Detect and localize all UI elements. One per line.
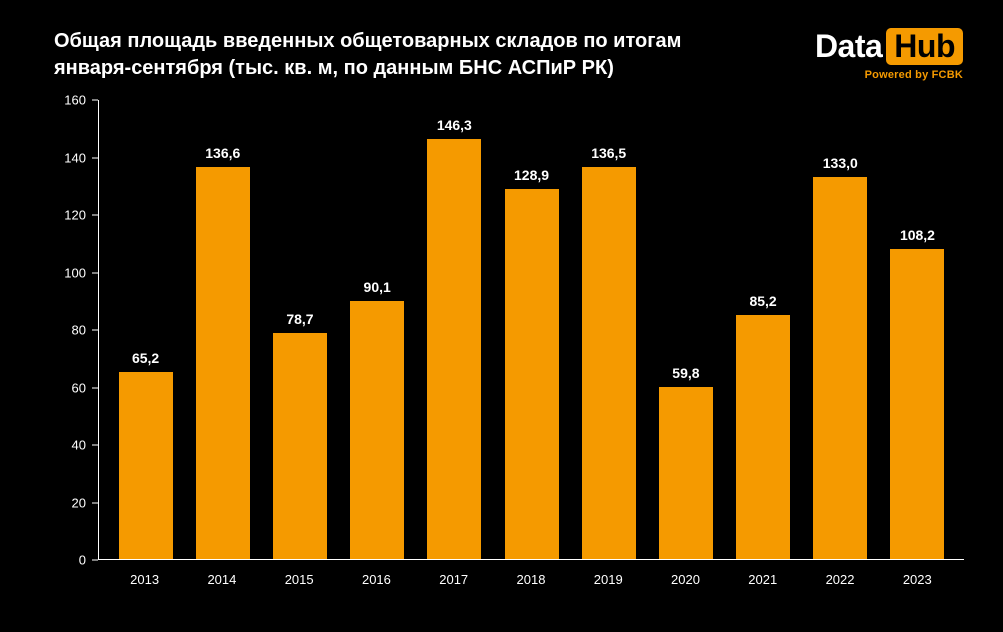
bar-slot: 65,2 — [107, 100, 184, 559]
bar-slot: 78,7 — [261, 100, 338, 559]
bar-value-label: 128,9 — [514, 167, 549, 183]
y-tick-label: 20 — [54, 495, 86, 510]
bars-container: 65,2 136,6 78,7 90,1 146,3 128,9 136,5 59,8 85,2… — [99, 100, 964, 559]
bar — [196, 167, 250, 559]
y-tick-label: 120 — [54, 208, 86, 223]
logo-right: Hub — [886, 28, 963, 65]
x-tick-label: 2016 — [338, 564, 415, 590]
bar-value-label: 65,2 — [132, 350, 159, 366]
bar — [659, 387, 713, 559]
bar-slot: 133,0 — [802, 100, 879, 559]
x-tick-label: 2018 — [492, 564, 569, 590]
title-line-2: января-сентября (тыс. кв. м, по данным Б… — [54, 57, 614, 79]
title-line-1: Общая площадь введенных общетоварных скл… — [54, 30, 681, 52]
bar — [813, 177, 867, 559]
bar-slot: 146,3 — [416, 100, 493, 559]
bar-chart: 020406080100120140160 65,2136,678,790,11… — [54, 100, 964, 590]
bar — [350, 301, 404, 559]
bar-value-label: 78,7 — [286, 311, 313, 327]
bar-value-label: 146,3 — [437, 117, 472, 133]
x-tick-label: 2022 — [801, 564, 878, 590]
datahub-logo: Data Hub — [815, 28, 963, 65]
bar — [427, 139, 481, 559]
x-axis: 2013201420152016201720182019202020212022… — [98, 564, 964, 590]
bar-value-label: 108,2 — [900, 227, 935, 243]
y-tick-label: 60 — [54, 380, 86, 395]
bar-value-label: 59,8 — [672, 365, 699, 381]
x-tick-label: 2019 — [570, 564, 647, 590]
bar — [119, 372, 173, 559]
x-tick-label: 2014 — [183, 564, 260, 590]
bar — [890, 249, 944, 559]
bar-slot: 108,2 — [879, 100, 956, 559]
brand-logo: Data Hub Powered by FCBK — [815, 28, 963, 81]
y-tick-label: 100 — [54, 265, 86, 280]
x-tick-label: 2023 — [879, 564, 956, 590]
y-tick-label: 140 — [54, 150, 86, 165]
bar-value-label: 136,6 — [205, 145, 240, 161]
y-axis: 020406080100120140160 — [54, 100, 86, 560]
y-tick-label: 0 — [54, 553, 86, 568]
bar-value-label: 90,1 — [364, 279, 391, 295]
x-tick-label: 2020 — [647, 564, 724, 590]
chart-header: Общая площадь введенных общетоварных скл… — [54, 28, 963, 82]
chart-title: Общая площадь введенных общетоварных скл… — [54, 28, 681, 82]
x-tick-label: 2013 — [106, 564, 183, 590]
y-tick-label: 40 — [54, 438, 86, 453]
bar — [273, 333, 327, 559]
bar-slot: 90,1 — [339, 100, 416, 559]
bar-slot: 85,2 — [725, 100, 802, 559]
bar — [505, 189, 559, 559]
bar-slot: 128,9 — [493, 100, 570, 559]
plot-area: 65,2 136,6 78,7 90,1 146,3 128,9 136,5 59,8 85,2… — [98, 100, 964, 560]
bar-value-label: 136,5 — [591, 145, 626, 161]
bar — [736, 315, 790, 559]
powered-by-label: Powered by FCBK — [815, 69, 963, 81]
y-tick-label: 160 — [54, 93, 86, 108]
bar-value-label: 85,2 — [749, 293, 776, 309]
x-tick-label: 2017 — [415, 564, 492, 590]
bar-slot: 136,6 — [184, 100, 261, 559]
bar-slot: 136,5 — [570, 100, 647, 559]
bar — [582, 167, 636, 559]
x-tick-label: 2015 — [261, 564, 338, 590]
logo-left: Data — [815, 28, 884, 65]
bar-slot: 59,8 — [647, 100, 724, 559]
bar-value-label: 133,0 — [823, 155, 858, 171]
x-tick-label: 2021 — [724, 564, 801, 590]
y-tick-label: 80 — [54, 323, 86, 338]
